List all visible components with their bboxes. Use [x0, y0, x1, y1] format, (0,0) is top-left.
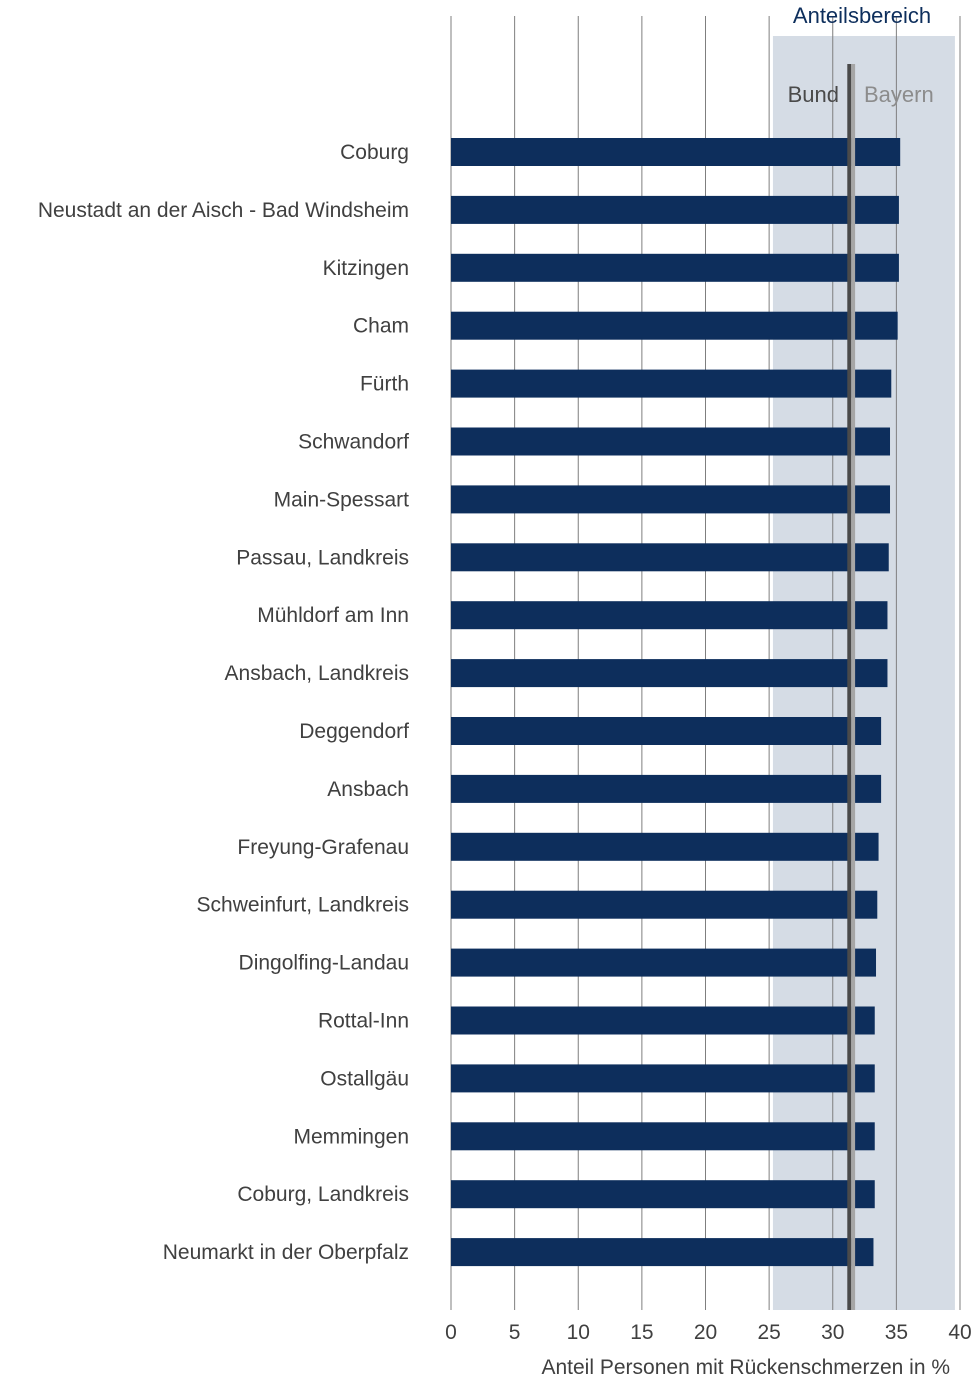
range-band-title: Anteilsbereich: [793, 3, 931, 28]
bayern-reference-label: Bayern: [864, 82, 934, 107]
bar-11: [451, 717, 881, 745]
bar-5: [451, 370, 891, 398]
bar-18: [451, 1122, 875, 1150]
category-label-10: Ansbach, Landkreis: [225, 662, 409, 685]
bar-19: [451, 1180, 875, 1208]
bar-1: [451, 138, 900, 166]
bar-2: [451, 196, 899, 224]
bar-14: [451, 891, 877, 919]
category-label-6: Schwandorf: [298, 431, 409, 454]
bar-9: [451, 601, 887, 629]
category-label-15: Dingolfing-Landau: [239, 952, 409, 975]
category-label-11: Deggendorf: [299, 720, 409, 743]
tick-label-layer: 0 5 10 15 20 25 30 35 40: [445, 1321, 972, 1344]
category-label-8: Passau, Landkreis: [236, 546, 409, 569]
category-label-9: Mühldorf am Inn: [257, 604, 409, 627]
category-label-4: Cham: [353, 315, 409, 338]
category-label-layer: Coburg Neustadt an der Aisch - Bad Windsh…: [38, 141, 409, 1264]
category-label-2: Neustadt an der Aisch - Bad Windsheim: [38, 199, 409, 222]
reference-line-layer: [849, 64, 853, 1310]
bar-16: [451, 1007, 875, 1035]
x-tick-label-5: 5: [509, 1321, 521, 1344]
bar-3: [451, 254, 899, 282]
category-label-17: Ostallgäu: [320, 1067, 409, 1090]
bund-reference-label: Bund: [788, 82, 839, 107]
bar-6: [451, 428, 890, 456]
category-label-19: Coburg, Landkreis: [237, 1183, 409, 1206]
bar-15: [451, 949, 876, 977]
x-tick-label-30: 30: [821, 1321, 844, 1344]
bar-4: [451, 312, 898, 340]
bar-12: [451, 775, 881, 803]
x-tick-label-20: 20: [694, 1321, 717, 1344]
x-axis-title: Anteil Personen mit Rückenschmerzen in %: [541, 1356, 950, 1377]
bar-8: [451, 543, 889, 571]
bar-7: [451, 485, 890, 513]
category-label-5: Fürth: [360, 373, 409, 396]
category-label-7: Main-Spessart: [274, 488, 410, 511]
category-label-20: Neumarkt in der Oberpfalz: [163, 1241, 409, 1264]
bar-17: [451, 1064, 875, 1092]
x-tick-label-10: 10: [567, 1321, 590, 1344]
x-tick-label-15: 15: [630, 1321, 653, 1344]
x-tick-label-40: 40: [948, 1321, 971, 1344]
x-tick-label-35: 35: [885, 1321, 908, 1344]
category-label-13: Freyung-Grafenau: [237, 836, 409, 859]
category-label-12: Ansbach: [327, 778, 409, 801]
bar-13: [451, 833, 879, 861]
bar-10: [451, 659, 887, 687]
category-label-18: Memmingen: [293, 1125, 409, 1148]
category-label-1: Coburg: [340, 141, 409, 164]
x-tick-label-25: 25: [757, 1321, 780, 1344]
category-label-14: Schweinfurt, Landkreis: [197, 894, 409, 917]
category-label-3: Kitzingen: [323, 257, 409, 280]
category-label-16: Rottal-Inn: [318, 1010, 409, 1033]
x-tick-label-0: 0: [445, 1321, 457, 1344]
bar-20: [451, 1238, 873, 1266]
